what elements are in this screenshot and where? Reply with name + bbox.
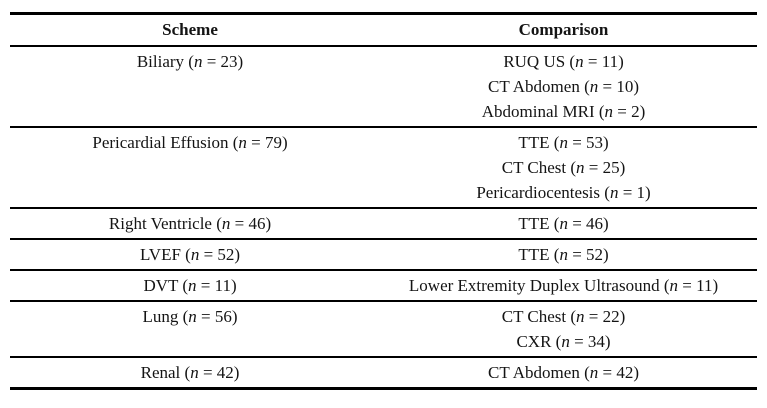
scheme-cell: Biliary (n = 23)	[10, 46, 371, 128]
comparison-cell: TTE (n = 53) CT Chest (n = 25) Pericardioc…	[370, 127, 757, 209]
comparison-item: CT Abdomen (n = 42)	[488, 363, 639, 382]
comparison-item: TTE (n = 53)	[518, 133, 609, 152]
n-symbol: n	[188, 307, 197, 326]
comparison-item: CT Chest (n = 25)	[501, 158, 626, 177]
n-symbol: n	[576, 158, 585, 177]
comparison-cell: TTE (n = 46)	[370, 208, 757, 240]
scheme-cell: Lung (n = 56)	[10, 301, 371, 358]
comparison-item: CT Abdomen (n = 10)	[488, 77, 639, 96]
n-symbol: n	[604, 102, 614, 121]
comparison-item: TTE (n = 52)	[518, 245, 609, 264]
comparison-cell: RUQ US (n = 11) CT Abdomen (n = 10) Abdomi…	[370, 46, 757, 128]
table-row: DVT (n = 11) Lower Extremity Duplex Ultra…	[10, 270, 757, 302]
table-row: LVEF (n = 52) TTE (n = 52)	[10, 239, 757, 271]
comparison-cell: Lower Extremity Duplex Ultrasound (n = 1…	[370, 270, 757, 302]
n-symbol: n	[669, 276, 679, 295]
comparison-item: RUQ US (n = 11)	[503, 52, 624, 71]
scheme-cell: Pericardial Effusion (n = 79)	[10, 127, 371, 209]
n-symbol: n	[589, 363, 599, 382]
scheme-cell: LVEF (n = 52)	[10, 239, 371, 271]
n-symbol: n	[559, 133, 568, 152]
n-symbol: n	[559, 214, 568, 233]
n-symbol: n	[576, 307, 585, 326]
column-header-comparison: Comparison	[370, 13, 757, 47]
comparison-item: CT Chest (n = 22)	[501, 307, 626, 326]
comparison-item: Lower Extremity Duplex Ultrasound (n = 1…	[408, 276, 719, 295]
scheme-cell: DVT (n = 11)	[10, 270, 371, 302]
n-symbol: n	[190, 363, 199, 382]
scheme-comparison-table-container: Scheme Comparison Biliary (n = 23) RUQ US…	[10, 12, 757, 390]
n-symbol: n	[589, 77, 599, 96]
n-symbol: n	[561, 332, 570, 351]
table-row: Right Ventricle (n = 46) TTE (n = 46)	[10, 208, 757, 240]
table-row: Biliary (n = 23) RUQ US (n = 11) CT Abdome…	[10, 46, 757, 128]
n-symbol: n	[221, 214, 231, 233]
comparison-item: TTE (n = 46)	[518, 214, 609, 233]
n-symbol: n	[559, 245, 568, 264]
table-header: Scheme Comparison	[10, 13, 757, 47]
n-symbol: n	[190, 245, 200, 264]
table-row: Lung (n = 56) CT Chest (n = 22) CXR (n = 3…	[10, 301, 757, 358]
n-symbol: n	[609, 183, 619, 202]
scheme-cell: Right Ventricle (n = 46)	[10, 208, 371, 240]
scheme-comparison-table: Scheme Comparison Biliary (n = 23) RUQ US…	[10, 12, 757, 390]
n-symbol: n	[187, 276, 197, 295]
header-row: Scheme Comparison	[10, 13, 757, 47]
scheme-cell: Renal (n = 42)	[140, 363, 240, 382]
n-symbol: n	[193, 52, 203, 71]
table-row: Renal (n = 42) CT Abdomen (n = 42)	[10, 357, 757, 389]
comparison-item: Abdominal MRI (n = 2)	[481, 102, 646, 121]
n-symbol: n	[575, 52, 584, 71]
table-row: Pericardial Effusion (n = 79) TTE (n = 53…	[10, 127, 757, 209]
column-header-scheme: Scheme	[10, 13, 371, 47]
comparison-cell: CT Chest (n = 22) CXR (n = 34)	[370, 301, 757, 358]
comparison-cell: TTE (n = 52)	[370, 239, 757, 271]
comparison-cell: CT Abdomen (n = 42)	[370, 357, 757, 389]
n-symbol: n	[238, 133, 247, 152]
table-body: Biliary (n = 23) RUQ US (n = 11) CT Abdome…	[10, 46, 757, 389]
comparison-item: CXR (n = 34)	[516, 332, 611, 351]
comparison-item: Pericardiocentesis (n = 1)	[476, 183, 651, 202]
